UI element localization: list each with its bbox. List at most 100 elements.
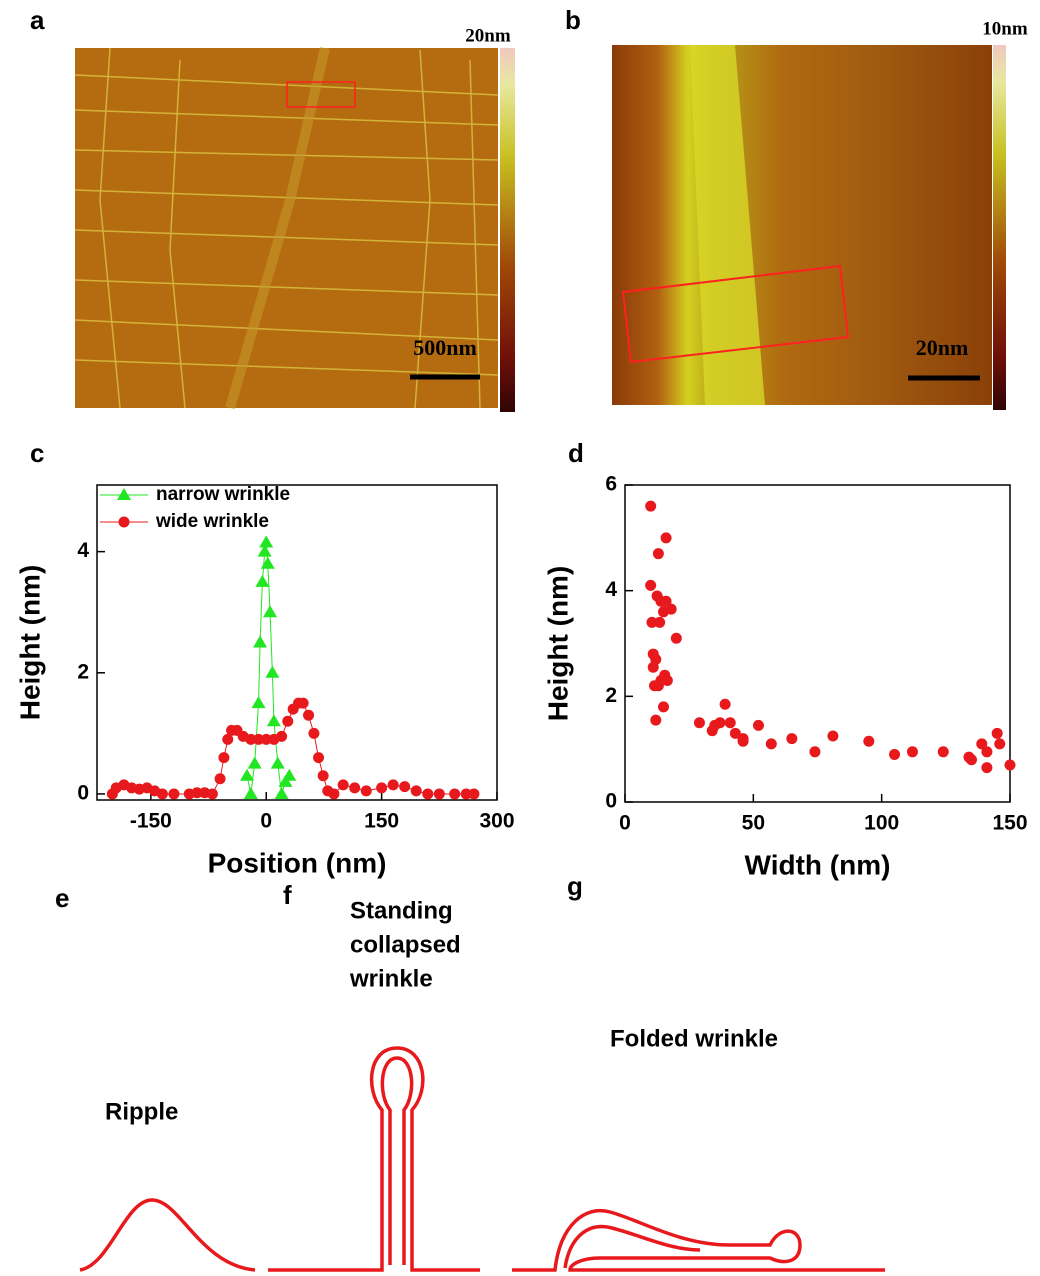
data-point [646,616,658,628]
data-point [966,754,977,766]
x-tick-label: 150 [992,812,1027,835]
panel-label: f [283,880,292,910]
data-point [240,768,254,781]
data-point [251,696,266,709]
data-point [399,781,411,793]
series-line [246,542,290,795]
data-point [937,746,949,758]
data-point [719,698,731,710]
plot-frame [96,484,498,801]
data-point [222,733,234,745]
scale-bar-label: 20nm [916,335,969,360]
data-point [809,746,821,758]
data-point [752,719,764,731]
scale-bar-label: 500nm [413,335,477,360]
data-point [863,735,875,747]
plot-frame [624,484,1011,803]
standing-wrinkle-inner [380,1056,414,1265]
afm-image-a [74,46,515,412]
x-tick-label: 0 [619,812,631,835]
diagram-caption: Standing [350,897,453,924]
data-point [337,779,349,791]
panel-label: a [30,5,45,35]
data-point [994,738,1006,750]
data-point [255,574,270,587]
data-point [889,748,900,760]
data-point [981,746,993,758]
data-point [274,786,289,799]
data-point [308,727,320,739]
data-point [410,785,422,797]
data-point [191,787,203,799]
data-point [645,579,657,591]
data-point [786,733,798,745]
legend-label: narrow wrinkle [156,484,290,505]
data-point [665,603,677,615]
standing-wrinkle-shape [268,1046,480,1272]
data-point [670,632,682,644]
data-point [317,770,329,782]
data-point [433,788,445,800]
y-tick-label: 0 [77,781,89,804]
data-point [260,733,272,745]
data-point [297,697,309,709]
data-point [652,548,664,560]
folded-wrinkle-inner [563,1224,701,1269]
data-point [981,762,993,774]
y-tick-label: 0 [605,790,617,813]
data-point [765,738,777,750]
data-point [906,746,918,758]
data-point [168,788,180,800]
data-point [360,785,372,797]
data-point [693,717,705,729]
data-point [349,782,361,794]
data-point [245,733,257,745]
data-point [976,738,988,750]
data-point [265,665,280,678]
y-tick-label: 2 [605,684,617,707]
y-tick-label: 4 [77,539,89,562]
data-point [118,516,130,528]
data-point [313,752,325,764]
data-point [422,788,434,800]
data-point [282,715,294,727]
data-point [263,605,278,618]
data-point [737,735,749,747]
data-point [645,500,657,512]
x-tick-label: 0 [260,810,272,833]
data-point [328,788,340,800]
data-point [253,733,265,745]
data-point [260,556,275,569]
data-point [724,717,736,729]
data-point [276,730,288,742]
data-point [303,709,315,721]
data-point [156,788,168,800]
data-point [654,616,666,628]
y-tick-label: 2 [77,660,89,683]
data-point [214,773,226,785]
diagram-caption: collapsed [350,931,461,958]
data-point [278,774,293,787]
data-point [247,756,262,769]
colorbar-label: 10nm [982,18,1028,39]
x-tick-label: 300 [479,810,514,833]
legend-label: wide wrinkle [155,511,269,532]
data-point [206,788,218,800]
data-point [827,730,839,742]
data-point [1004,759,1016,771]
data-point [468,788,480,800]
x-tick-label: 150 [364,810,399,833]
x-tick-label: 50 [742,812,765,835]
y-axis-title: Height (nm) [14,565,45,721]
x-axis-title: Width (nm) [745,849,891,880]
data-point [376,782,388,794]
data-point [650,653,662,665]
ripple-shape [79,1198,256,1272]
data-point [660,595,672,607]
x-tick-label: -150 [130,810,172,833]
panel-label: d [568,438,584,468]
y-tick-label: 6 [605,473,617,496]
data-point [270,756,285,769]
x-axis-title: Position (nm) [208,847,387,878]
data-point [218,752,230,764]
